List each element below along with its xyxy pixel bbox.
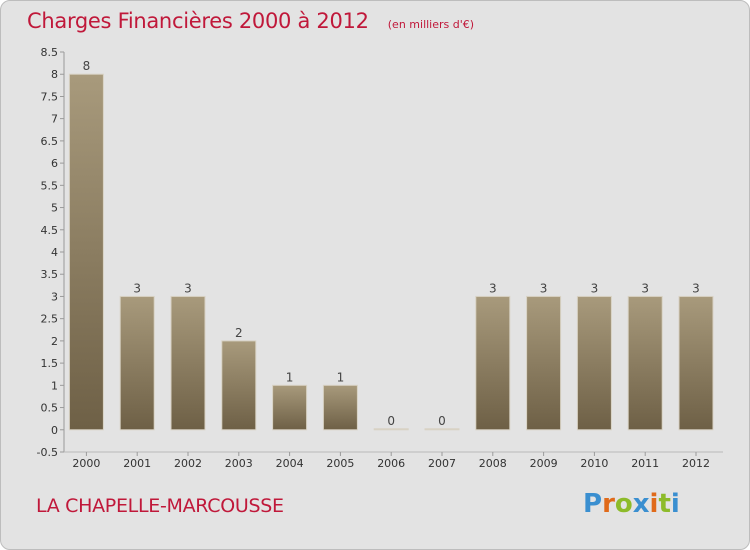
logo-letter: i bbox=[649, 489, 659, 519]
y-tick-label: 5.5 bbox=[41, 179, 59, 192]
data-label: 3 bbox=[641, 281, 649, 295]
logo-letter: P bbox=[583, 489, 603, 519]
proxiti-logo[interactable]: Proxiti bbox=[583, 489, 680, 519]
y-tick-label: 4.5 bbox=[41, 224, 59, 237]
x-tick-label: 2011 bbox=[631, 457, 659, 470]
y-tick-label: 2 bbox=[51, 335, 58, 348]
y-tick-label: 0.5 bbox=[41, 402, 59, 415]
bar-2009[interactable] bbox=[526, 295, 562, 431]
bar-2007[interactable] bbox=[424, 428, 460, 431]
logo-letter: t bbox=[658, 489, 671, 519]
y-tick-label: 8 bbox=[51, 68, 58, 81]
y-tick-label: 4 bbox=[51, 246, 58, 259]
x-tick-label: 2003 bbox=[225, 457, 253, 470]
y-tick-label: 8.5 bbox=[41, 46, 59, 59]
x-tick-label: 2007 bbox=[428, 457, 456, 470]
x-tick-label: 2009 bbox=[530, 457, 558, 470]
x-tick-label: 2004 bbox=[276, 457, 304, 470]
chart-unit: (en milliers d'€) bbox=[387, 18, 475, 31]
data-label: 2 bbox=[235, 326, 243, 340]
data-label: 1 bbox=[337, 370, 345, 384]
data-label: 3 bbox=[692, 281, 700, 295]
y-tick-label: 3 bbox=[51, 290, 58, 303]
x-tick-label: 2010 bbox=[580, 457, 608, 470]
x-tick-label: 2001 bbox=[123, 457, 151, 470]
bar-2005[interactable] bbox=[322, 384, 358, 431]
data-label: 1 bbox=[286, 370, 294, 384]
bar-2012[interactable] bbox=[678, 295, 714, 431]
logo-letter: r bbox=[602, 489, 615, 519]
y-tick-label: -0.5 bbox=[37, 446, 58, 459]
y-tick-label: 6.5 bbox=[41, 135, 59, 148]
data-label: 3 bbox=[184, 281, 192, 295]
logo-letter: o bbox=[614, 489, 633, 519]
y-tick-label: 2.5 bbox=[41, 313, 59, 326]
bar-2001[interactable] bbox=[119, 295, 155, 431]
bar-2008[interactable] bbox=[475, 295, 511, 431]
x-tick-label: 2002 bbox=[174, 457, 202, 470]
x-tick-label: 2005 bbox=[326, 457, 354, 470]
title-row: Charges Financières 2000 à 2012 (en mill… bbox=[27, 9, 474, 33]
data-label: 3 bbox=[540, 281, 548, 295]
chart-title: Charges Financières 2000 à 2012 bbox=[27, 9, 369, 33]
bar-2004[interactable] bbox=[272, 384, 308, 431]
bar-2006[interactable] bbox=[373, 428, 409, 431]
data-label: 3 bbox=[591, 281, 599, 295]
y-tick-label: 1 bbox=[51, 379, 58, 392]
x-tick-label: 2006 bbox=[377, 457, 405, 470]
bar-2003[interactable] bbox=[221, 340, 257, 431]
commune-name: LA CHAPELLE-MARCOUSSE bbox=[36, 495, 284, 517]
data-label: 8 bbox=[83, 59, 91, 73]
bar-2010[interactable] bbox=[576, 295, 612, 431]
bar-2011[interactable] bbox=[627, 295, 663, 431]
data-label: 0 bbox=[387, 414, 395, 428]
y-tick-label: 1.5 bbox=[41, 357, 59, 370]
logo-letter: i bbox=[670, 489, 680, 519]
data-label: 3 bbox=[489, 281, 497, 295]
y-tick-label: 6 bbox=[51, 157, 58, 170]
y-tick-label: 5 bbox=[51, 202, 58, 215]
y-tick-label: 7.5 bbox=[41, 90, 59, 103]
y-tick-label: 0 bbox=[51, 424, 58, 437]
y-tick-label: 3.5 bbox=[41, 268, 59, 281]
logo-letter: x bbox=[632, 489, 650, 519]
y-tick-label: 7 bbox=[51, 113, 58, 126]
bar-2000[interactable] bbox=[68, 73, 104, 431]
x-tick-label: 2012 bbox=[682, 457, 710, 470]
x-tick-label: 2000 bbox=[72, 457, 100, 470]
bar-2002[interactable] bbox=[170, 295, 206, 431]
data-label: 3 bbox=[133, 281, 141, 295]
data-label: 0 bbox=[438, 414, 446, 428]
x-tick-label: 2008 bbox=[479, 457, 507, 470]
